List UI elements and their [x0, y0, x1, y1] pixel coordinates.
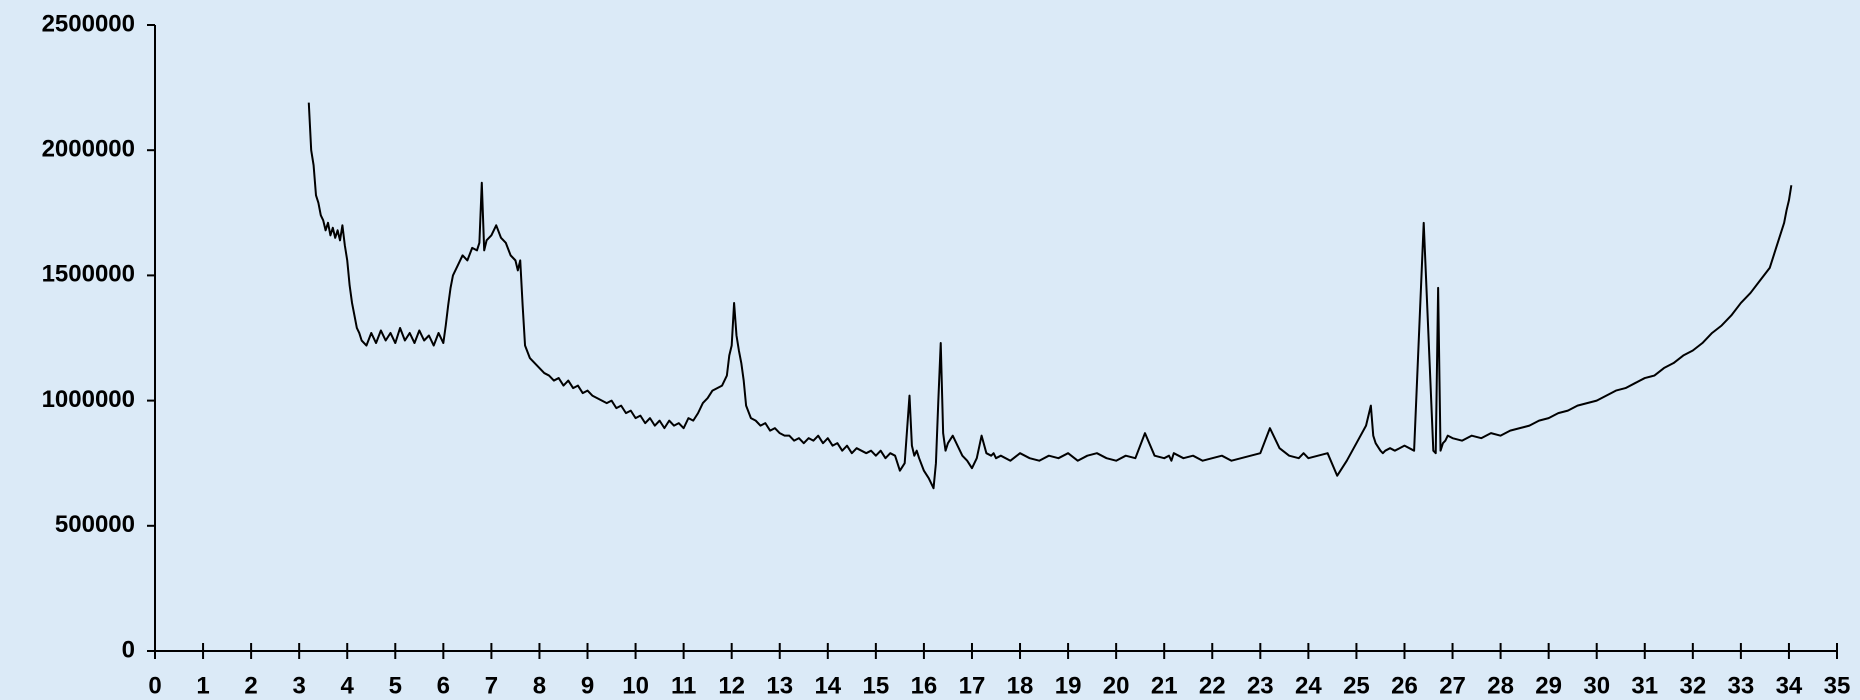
x-tick-label: 35	[1824, 672, 1851, 699]
x-tick-label: 27	[1439, 672, 1466, 699]
x-tick-label: 4	[341, 672, 355, 699]
x-tick-label: 14	[814, 672, 841, 699]
x-tick-label: 1	[196, 672, 209, 699]
x-tick-label: 25	[1343, 672, 1370, 699]
x-tick-label: 13	[766, 672, 793, 699]
x-tick-label: 30	[1583, 672, 1610, 699]
x-tick-label: 26	[1391, 672, 1418, 699]
x-tick-label: 3	[292, 672, 305, 699]
x-tick-label: 28	[1487, 672, 1514, 699]
x-tick-label: 0	[148, 672, 161, 699]
x-tick-label: 21	[1151, 672, 1178, 699]
y-tick-label: 1000000	[42, 386, 135, 413]
y-tick-label: 2500000	[42, 10, 135, 37]
x-tick-label: 11	[671, 672, 696, 699]
x-tick-label: 6	[437, 672, 450, 699]
x-tick-label: 15	[863, 672, 890, 699]
data-line	[307, 102, 1793, 490]
x-tick-label: 33	[1728, 672, 1755, 699]
x-tick-label: 23	[1247, 672, 1274, 699]
y-tick-label: 0	[122, 636, 135, 663]
x-tick-label: 16	[911, 672, 938, 699]
y-tick-label: 500000	[55, 511, 135, 538]
x-tick-label: 5	[389, 672, 402, 699]
x-tick-label: 19	[1055, 672, 1082, 699]
x-tick-label: 17	[959, 672, 986, 699]
x-tick-label: 7	[485, 672, 498, 699]
x-tick-label: 10	[622, 672, 649, 699]
x-tick-label: 31	[1631, 672, 1658, 699]
x-tick-label: 8	[533, 672, 546, 699]
x-tick-label: 20	[1103, 672, 1130, 699]
y-tick-label: 1500000	[42, 261, 135, 288]
x-tick-label: 2	[244, 672, 257, 699]
x-tick-label: 9	[581, 672, 594, 699]
x-tick-label: 18	[1007, 672, 1034, 699]
x-tick-label: 34	[1776, 672, 1803, 699]
x-tick-label: 32	[1679, 672, 1706, 699]
x-tick-label: 22	[1199, 672, 1226, 699]
x-tick-label: 29	[1535, 672, 1562, 699]
x-tick-label: 12	[718, 672, 745, 699]
x-tick-label: 24	[1295, 672, 1322, 699]
y-tick-label: 2000000	[42, 136, 135, 163]
